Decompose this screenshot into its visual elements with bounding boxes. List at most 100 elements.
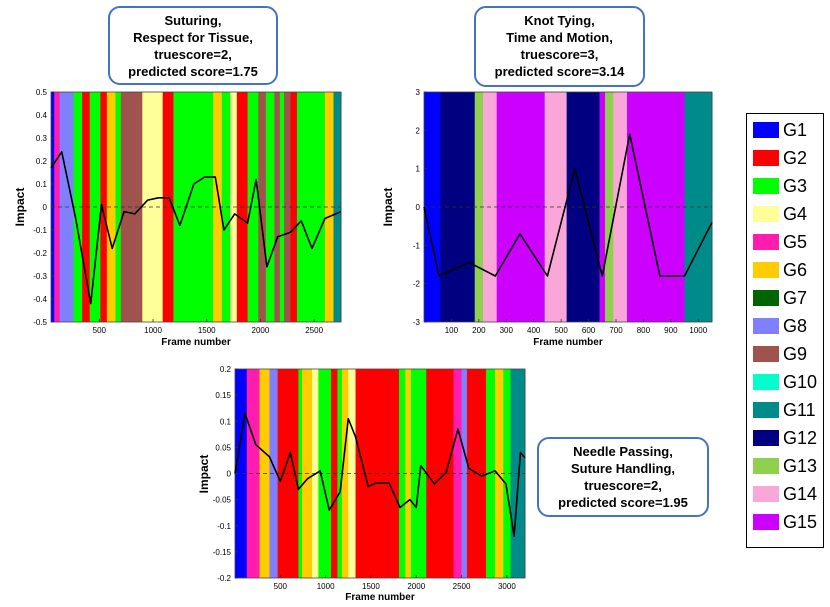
x-tick-label: 1500: [362, 582, 380, 591]
x-tick-label: 1000: [144, 326, 162, 335]
callout-line: Needle Passing,: [573, 444, 673, 459]
y-tick-label: -1: [413, 241, 421, 250]
legend-item: G1: [753, 119, 823, 141]
callout-line: predicted score=3.14: [494, 64, 625, 79]
gesture-segment-g14: [544, 92, 568, 322]
y-tick-label: 1: [416, 165, 421, 174]
x-tick-label: 2500: [305, 326, 323, 335]
legend-label: G13: [783, 456, 818, 476]
legend-swatch: [753, 178, 779, 194]
gesture-segment-g3: [399, 369, 406, 578]
gesture-segment-g3: [247, 92, 259, 322]
x-tick-label: 500: [274, 582, 288, 591]
callout-knot-tying: Knot Tying, Time and Motion, truescore=3…: [474, 6, 645, 87]
legend-swatch: [753, 430, 779, 446]
y-tick-label: -0.1: [217, 522, 231, 531]
x-axis-label: Frame number: [533, 337, 603, 348]
legend-swatch: [753, 206, 779, 222]
legend-item: G11: [753, 399, 823, 421]
x-tick-label: 700: [609, 326, 623, 335]
x-tick-label: 500: [554, 326, 568, 335]
legend-label: G14: [783, 484, 818, 504]
gesture-segment-g3: [337, 369, 343, 578]
callout-line: truescore=3,: [520, 47, 599, 62]
gesture-segment-g8: [461, 369, 468, 578]
gesture-legend: G1 G2 G3 G4 G5 G6 G7 G8 G9 G10 G11 G12 G…: [746, 113, 824, 548]
legend-item: G5: [753, 231, 823, 253]
x-tick-label: 1000: [689, 326, 707, 335]
y-tick-label: 0.1: [220, 417, 232, 426]
impact-series-line: [234, 412, 526, 538]
gesture-segment-g6: [341, 369, 349, 578]
x-tick-label: 1000: [317, 582, 335, 591]
y-tick-label: -0.2: [217, 574, 231, 583]
gesture-segment-g6: [495, 369, 504, 578]
callout-line: predicted score=1.75: [128, 64, 258, 79]
legend-swatch: [753, 486, 779, 502]
legend-swatch: [753, 262, 779, 278]
y-tick-label: -0.5: [33, 318, 47, 327]
y-tick-label: 0: [43, 203, 48, 212]
y-tick-label: 3: [416, 88, 421, 97]
legend-label: G7: [783, 288, 808, 308]
y-axis-label: Impact: [381, 188, 395, 227]
y-tick-label: -0.2: [33, 249, 47, 258]
gesture-segment-g3: [115, 92, 122, 322]
x-tick-label: 2000: [407, 582, 425, 591]
y-tick-label: -0.15: [213, 548, 232, 557]
callout-line: Suturing,: [164, 13, 222, 28]
y-tick-label: 0.05: [215, 443, 231, 452]
legend-swatch: [753, 290, 779, 306]
legend-item: G4: [753, 203, 823, 225]
legend-swatch: [753, 514, 779, 530]
y-tick-label: 0: [416, 203, 421, 212]
callout-line: truescore=2,: [154, 47, 232, 62]
gesture-segment-g3: [503, 369, 511, 578]
y-tick-label: -3: [413, 318, 421, 327]
y-tick-label: -0.1: [33, 226, 47, 235]
callout-line: Respect for Tissue,: [133, 30, 253, 45]
callout-needle-passing: Needle Passing, Suture Handling, truesco…: [537, 437, 709, 517]
legend-label: G15: [783, 512, 818, 532]
x-tick-label: 3000: [498, 582, 516, 591]
x-tick-label: 400: [527, 326, 541, 335]
x-axis-label: Frame number: [345, 592, 415, 603]
y-tick-label: 0.4: [36, 111, 48, 120]
y-tick-label: 0.15: [215, 391, 231, 400]
legend-label: G2: [783, 148, 808, 168]
legend-swatch: [753, 402, 779, 418]
legend-item: G9: [753, 343, 823, 365]
legend-swatch: [753, 122, 779, 138]
callout-line: Time and Motion,: [506, 30, 613, 45]
y-tick-label: -0.05: [213, 496, 232, 505]
callout-line: Suture Handling,: [571, 461, 675, 476]
legend-item: G3: [753, 175, 823, 197]
gesture-segment-g6: [324, 92, 334, 322]
x-tick-label: 200: [472, 326, 486, 335]
legend-label: G10: [783, 372, 818, 392]
legend-swatch: [753, 318, 779, 334]
gesture-segment-g5: [54, 92, 61, 322]
gesture-segment-g4: [348, 369, 357, 578]
chart-1: -3 -2 -1 0 1 2 3 100 200 300 400 500 600 700 800 900 100…: [381, 88, 713, 348]
legend-item: G14: [753, 483, 823, 505]
x-tick-label: 800: [637, 326, 651, 335]
legend-item: G8: [753, 315, 823, 337]
impact-series-line: [50, 151, 342, 305]
y-axis-label: Impact: [197, 455, 211, 494]
y-tick-label: -0.3: [33, 272, 47, 281]
gesture-segment-g9: [284, 92, 292, 322]
legend-item: G13: [753, 455, 823, 477]
gesture-segment-g3: [318, 369, 332, 578]
x-tick-label: 300: [500, 326, 514, 335]
legend-label: G1: [783, 120, 808, 140]
y-tick-label: -0.4: [33, 295, 47, 304]
y-tick-label: 0.3: [36, 134, 48, 143]
legend-label: G9: [783, 344, 808, 364]
y-tick-label: -2: [413, 280, 421, 289]
gesture-segment-g5: [453, 369, 463, 578]
legend-label: G4: [783, 204, 808, 224]
x-tick-label: 2500: [453, 582, 471, 591]
legend-swatch: [753, 374, 779, 390]
